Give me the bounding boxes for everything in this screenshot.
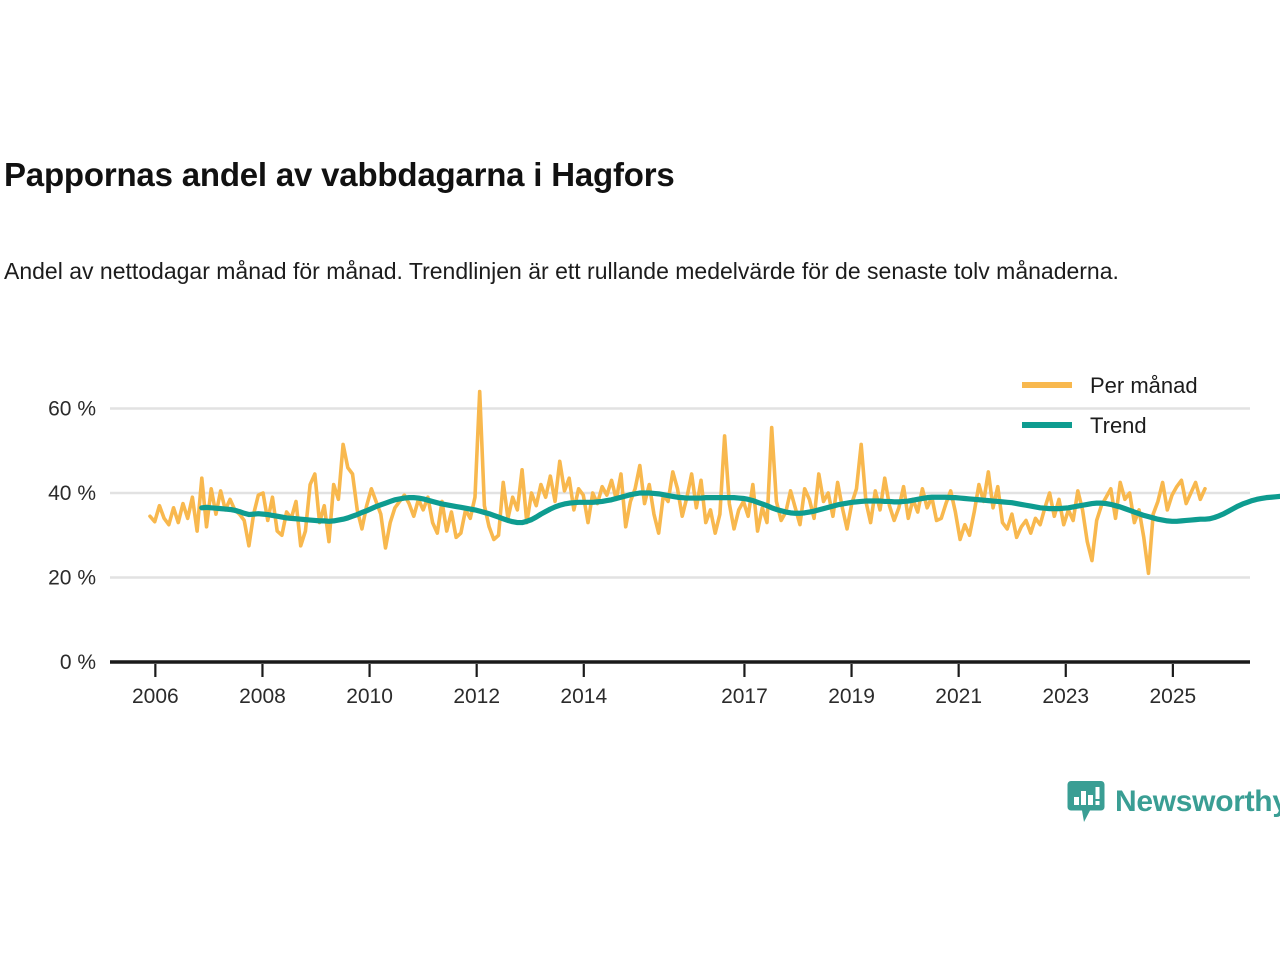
y-tick-label: 60 % [48, 398, 96, 421]
x-axis-tick-labels: 2006 2008 2010 2012 2014 2017 2019 2021 2023 2025 [132, 685, 1196, 708]
y-tick-label: 0 % [60, 651, 96, 674]
x-tick-label: 2006 [132, 685, 179, 708]
x-tick-label: 2014 [560, 685, 607, 708]
line-chart: 0 % 20 % 40 % 60 % 2006 2008 2010 2012 2014 2017… [48, 373, 1280, 708]
x-tick-label: 2017 [721, 685, 768, 708]
x-tick-label: 2025 [1150, 685, 1197, 708]
y-tick-label: 20 % [48, 567, 96, 590]
series-line-trend [199, 490, 1280, 526]
y-tick-label: 40 % [48, 482, 96, 505]
x-tick-label: 2021 [935, 685, 982, 708]
bar-chart-speech-bubble-icon [1067, 781, 1105, 822]
y-axis-tick-labels: 0 % 20 % 40 % 60 % [48, 398, 96, 675]
x-tick-label: 2023 [1042, 685, 1089, 708]
brand-name: Newsworthy [1115, 785, 1280, 818]
chart-legend: Per månad Trend [1022, 373, 1198, 438]
x-tick-label: 2012 [453, 685, 500, 708]
newsworthy-logo[interactable]: Newsworthy [1067, 780, 1280, 824]
legend-label-per-manad: Per månad [1090, 373, 1198, 398]
x-tick-label: 2010 [346, 685, 393, 708]
x-tick-label: 2008 [239, 685, 286, 708]
x-axis-ticks [154, 664, 1174, 677]
x-tick-label: 2019 [828, 685, 875, 708]
chart-subtitle: Andel av nettodagar månad för månad. Tre… [4, 258, 1119, 284]
chart-plot-area: 0 % 20 % 40 % 60 % 2006 2008 2010 2012 2014 2017… [0, 355, 1280, 715]
series-line-per-manad [148, 389, 1207, 576]
page-title: Pappornas andel av vabbdagarna i Hagfors [4, 156, 675, 194]
legend-label-trend: Trend [1090, 413, 1147, 438]
